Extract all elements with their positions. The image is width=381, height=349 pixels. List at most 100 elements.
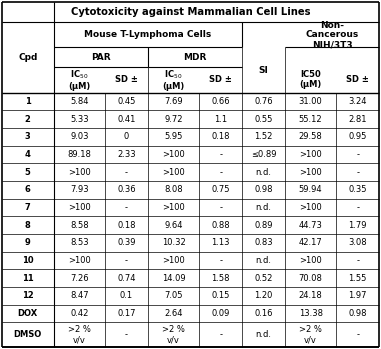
Text: n.d.: n.d. [256,168,272,177]
Text: 1: 1 [25,97,30,106]
Text: -: - [219,256,222,265]
Text: 1.97: 1.97 [349,291,367,300]
Text: >100: >100 [299,168,322,177]
Text: 0.17: 0.17 [117,309,136,318]
Text: 1.20: 1.20 [254,291,273,300]
Text: 5.84: 5.84 [70,97,89,106]
Text: >2 %
v/v: >2 % v/v [162,325,185,344]
Text: 44.73: 44.73 [299,221,323,230]
Text: 3.08: 3.08 [349,238,367,247]
Text: >100: >100 [68,256,91,265]
Text: 0: 0 [124,132,129,141]
Text: 1.79: 1.79 [349,221,367,230]
Text: 0.98: 0.98 [254,185,273,194]
Text: 3.24: 3.24 [349,97,367,106]
Text: >100: >100 [299,203,322,212]
Text: 10: 10 [22,256,34,265]
Text: 10.32: 10.32 [162,238,186,247]
Text: Cytotoxicity against Mammalian Cell Lines: Cytotoxicity against Mammalian Cell Line… [71,7,310,17]
Text: 9.03: 9.03 [70,132,89,141]
Text: -: - [219,330,222,339]
Text: 14.09: 14.09 [162,274,186,283]
Text: 1.55: 1.55 [349,274,367,283]
Text: 0.74: 0.74 [117,274,136,283]
Text: >100: >100 [299,256,322,265]
Text: n.d.: n.d. [256,256,272,265]
Text: 7.93: 7.93 [70,185,89,194]
Text: 2.64: 2.64 [165,309,183,318]
Text: -: - [125,330,128,339]
Text: 0.76: 0.76 [254,97,273,106]
Text: DOX: DOX [18,309,38,318]
Text: 0.1: 0.1 [120,291,133,300]
Text: 0.36: 0.36 [117,185,136,194]
Text: -: - [356,203,359,212]
Text: -: - [356,150,359,159]
Text: 59.94: 59.94 [299,185,322,194]
Text: 0.98: 0.98 [349,309,367,318]
Text: 0.45: 0.45 [117,97,136,106]
Text: IC50
(μM): IC50 (μM) [299,70,322,89]
Text: SD ±: SD ± [346,75,369,84]
Text: 9.72: 9.72 [165,115,183,124]
Text: -: - [356,168,359,177]
Text: 0.35: 0.35 [349,185,367,194]
Text: 0.15: 0.15 [211,291,230,300]
Text: 5: 5 [25,168,30,177]
Text: -: - [125,203,128,212]
Text: 0.41: 0.41 [117,115,136,124]
Text: -: - [219,168,222,177]
Text: 11: 11 [22,274,34,283]
Text: 4: 4 [25,150,30,159]
Text: 2.33: 2.33 [117,150,136,159]
Text: 1.1: 1.1 [214,115,227,124]
Text: n.d.: n.d. [256,330,272,339]
Text: 0.18: 0.18 [117,221,136,230]
Text: 7.26: 7.26 [70,274,89,283]
Text: 2.81: 2.81 [349,115,367,124]
Text: 0.88: 0.88 [211,221,230,230]
Text: >2 %
v/v: >2 % v/v [68,325,91,344]
Text: IC$_{50}$
(μM): IC$_{50}$ (μM) [68,69,91,91]
Text: 0.83: 0.83 [254,238,273,247]
Text: 0.18: 0.18 [211,132,230,141]
Text: 8: 8 [25,221,30,230]
Text: 13.38: 13.38 [299,309,323,318]
Text: 5.33: 5.33 [70,115,89,124]
Text: >100: >100 [162,256,185,265]
Text: -: - [356,330,359,339]
Text: -: - [219,150,222,159]
Text: 89.18: 89.18 [67,150,91,159]
Text: 5.95: 5.95 [165,132,183,141]
Text: 0.52: 0.52 [254,274,273,283]
Text: 42.17: 42.17 [299,238,322,247]
Text: Non-
Cancerous
NIH/3T3: Non- Cancerous NIH/3T3 [305,21,359,49]
Text: >100: >100 [162,168,185,177]
Text: -: - [125,168,128,177]
Text: SD ±: SD ± [210,75,232,84]
Text: >100: >100 [68,203,91,212]
Text: 70.08: 70.08 [299,274,323,283]
Text: 2: 2 [25,115,30,124]
Text: 8.58: 8.58 [70,221,89,230]
Text: 0.66: 0.66 [211,97,230,106]
Text: >100: >100 [299,150,322,159]
Text: n.d.: n.d. [256,203,272,212]
Text: Cpd: Cpd [18,53,37,62]
Text: 0.95: 0.95 [349,132,367,141]
Text: 7: 7 [25,203,30,212]
Text: MDR: MDR [183,53,207,61]
Text: 8.08: 8.08 [164,185,183,194]
Text: 55.12: 55.12 [299,115,322,124]
Text: -: - [356,256,359,265]
Text: SD ±: SD ± [115,75,138,84]
Text: -: - [125,256,128,265]
Text: 0.89: 0.89 [254,221,273,230]
Text: 0.16: 0.16 [254,309,273,318]
Text: PAR: PAR [91,53,110,61]
Text: 31.00: 31.00 [299,97,322,106]
Text: 0.55: 0.55 [254,115,273,124]
Text: 1.13: 1.13 [211,238,230,247]
Text: 0.09: 0.09 [211,309,230,318]
Text: Mouse T-Lymphoma Cells: Mouse T-Lymphoma Cells [84,30,211,39]
